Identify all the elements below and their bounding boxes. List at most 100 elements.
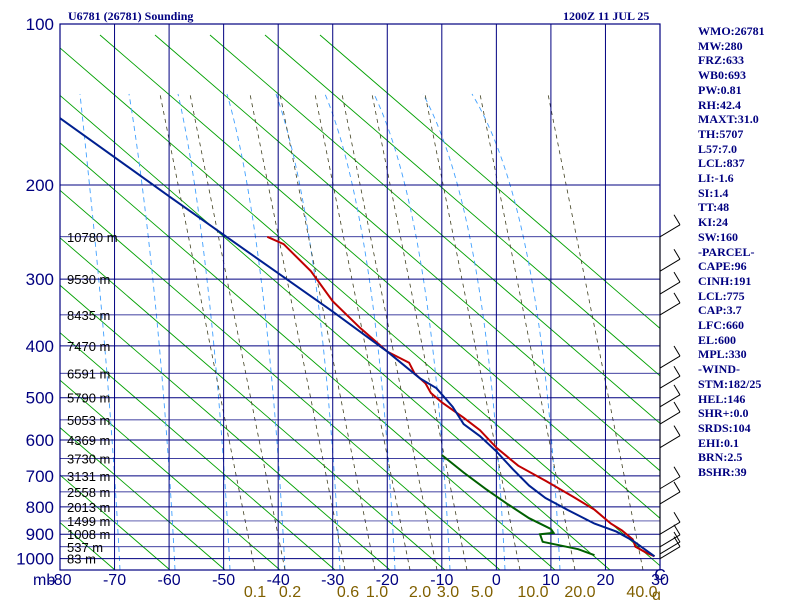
mixing-ratio-line (479, 93, 576, 571)
pressure-tick-label: 600 (26, 431, 54, 450)
wind-barb-feather (673, 214, 681, 226)
height-label: 9530 m (67, 272, 110, 287)
height-label: 8435 m (67, 308, 110, 323)
profile-lines (59, 117, 656, 558)
wind-barb-feather (673, 425, 681, 436)
stat-line: TH:5707 (698, 126, 744, 141)
temperature-tick-label: -60 (158, 572, 181, 589)
temperature-tick-label: 30 (651, 572, 669, 589)
pressure-tick-label: 900 (26, 525, 54, 544)
stat-line: EHI:0.1 (698, 435, 740, 450)
pressure-unit-label: mb (33, 572, 55, 589)
moist-adiabat-line (471, 93, 561, 571)
stat-line: TT:48 (698, 200, 730, 215)
stat-line: BSHR:39 (698, 465, 747, 480)
pressure-tick-label: 200 (26, 176, 54, 195)
stat-line: SI:1.4 (698, 185, 729, 200)
wind-barb-feather (673, 524, 681, 536)
wind-barb-feather (673, 511, 681, 523)
temperature-unit-label: C (654, 567, 666, 584)
height-label: 1499 m (67, 514, 110, 529)
wind-barb-feather (673, 384, 681, 396)
station-title: U6781 (26781) Sounding (68, 9, 194, 23)
stat-line: WMO:26781 (698, 24, 765, 38)
dry-adiabat-line (59, 189, 501, 571)
moist-adiabats (79, 93, 561, 571)
mixing-ratio-line (424, 93, 521, 571)
wind-barb (659, 224, 681, 238)
wind-barb (659, 394, 681, 408)
height-label: 83 m (67, 552, 96, 567)
wind-barb (659, 491, 681, 505)
dry-adiabat-line (59, 142, 556, 571)
wind-barb (659, 302, 681, 316)
temperature-tick-label: -70 (103, 572, 126, 589)
mixing-ratio-line (341, 93, 438, 571)
wind-barb-feather (673, 536, 681, 547)
stat-line: LCL:837 (698, 156, 745, 171)
mixing-ratio-line (547, 93, 644, 571)
dry-adiabat-line (319, 34, 661, 329)
sounding-indices: WMO:26781 MW:280 FRZ:633 WB0:693 PW:0.81 RH:4… (698, 24, 765, 480)
dry-adiabat-line (59, 95, 611, 571)
wind-barb-feather (673, 345, 681, 357)
stat-line: LCL:775 (698, 288, 745, 303)
mixing-ratio-lines (159, 93, 644, 571)
temperature-tick-label: 10 (542, 572, 560, 589)
stat-line: LI:-1.6 (698, 171, 734, 186)
stat-line: FRZ:633 (698, 53, 744, 68)
wind-barb (659, 411, 681, 425)
profile-line (441, 454, 595, 557)
moist-adiabat-line (373, 93, 451, 571)
pressure-tick-label: 1000 (16, 550, 54, 569)
dry-adiabat-line (59, 522, 116, 571)
wind-barb (659, 375, 681, 389)
moist-adiabat-line (79, 93, 121, 571)
wind-barb-feather (673, 466, 681, 478)
wind-barb-feather (673, 271, 681, 283)
mixing-ratio-unit-label: g (652, 587, 661, 600)
mixing-ratio-line (249, 93, 346, 571)
stat-line: RH:42.4 (698, 97, 741, 112)
temperature-tick-label: -30 (321, 572, 344, 589)
stat-line: BRN:2.5 (698, 450, 743, 465)
pressure-tick-label: 300 (26, 270, 54, 289)
wind-barb-feather (673, 401, 681, 413)
height-label: 5790 m (67, 391, 110, 406)
mixing-ratio-line (189, 93, 286, 571)
valid-time: 1200Z 11 JUL 25 (563, 9, 650, 23)
wind-barb (659, 521, 681, 535)
wind-barb (659, 476, 681, 490)
wind-barbs (659, 214, 681, 560)
stat-line: SHR+:0.0 (698, 406, 749, 421)
dry-adiabat-line (59, 332, 336, 571)
stat-line: L57:7.0 (698, 141, 737, 156)
mixing-ratio-label: 2.0 (409, 584, 431, 600)
mixing-ratio-line (314, 93, 411, 571)
mixing-ratio-label: 10.0 (517, 584, 548, 600)
height-label: 537 m (67, 540, 103, 555)
mixing-ratio-label: 0.6 (337, 584, 359, 600)
temperature-tick-label: -20 (376, 572, 399, 589)
wind-barb (659, 258, 681, 272)
stat-line: STM:182/25 (698, 376, 762, 391)
mixing-ratio-label: 0.1 (244, 584, 266, 600)
height-label: 6591 m (67, 366, 110, 381)
stat-line: KI:24 (698, 215, 728, 230)
height-label: 1008 m (67, 527, 110, 542)
moist-adiabat-line (422, 93, 506, 571)
mixing-ratio-label: 5.0 (471, 584, 493, 600)
temperature-tick-label: -10 (430, 572, 453, 589)
temperature-tick-label: -80 (48, 572, 71, 589)
stat-line: -WIND- (698, 362, 740, 377)
mixing-ratio-label: 1.0 (366, 584, 388, 600)
mixing-ratio-label: 3.0 (437, 584, 459, 600)
mixing-ratio-line (159, 93, 256, 571)
profile-line (59, 117, 656, 558)
stat-line: CINH:191 (698, 273, 752, 288)
height-label: 2013 m (67, 500, 110, 515)
stat-line: CAPE:96 (698, 259, 747, 274)
wind-barb (659, 435, 681, 449)
stat-line: SW:160 (698, 229, 739, 244)
